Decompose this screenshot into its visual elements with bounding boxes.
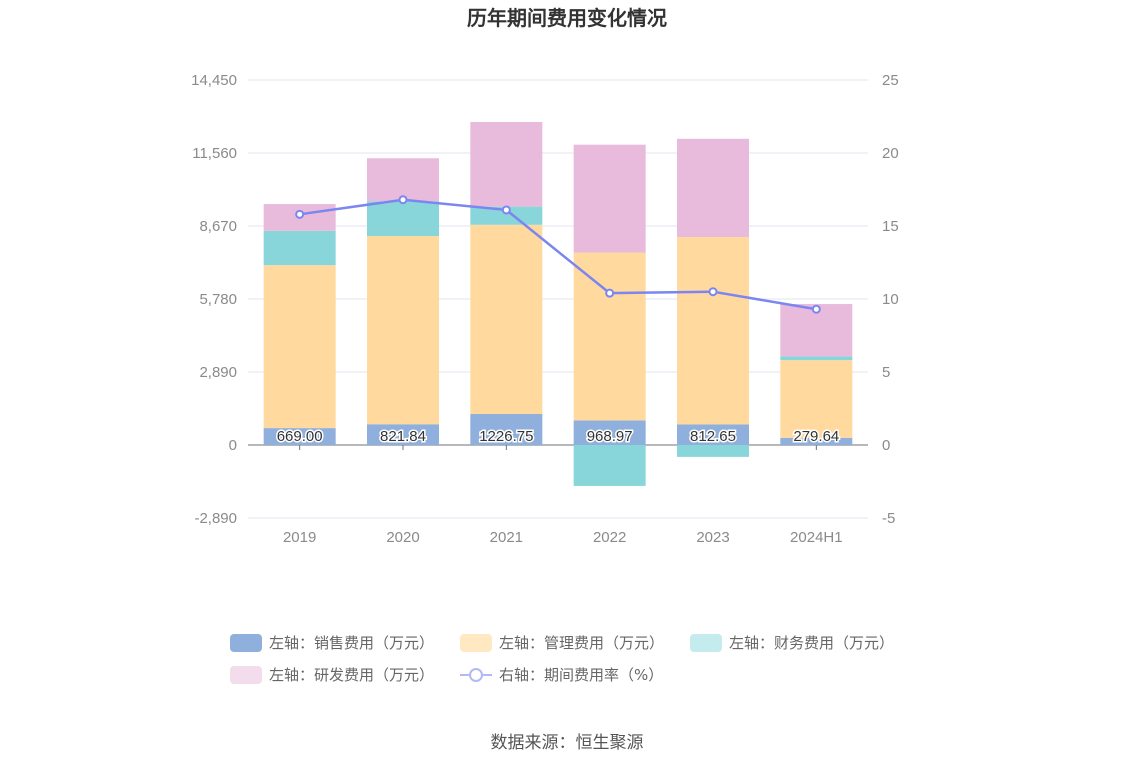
bar-finance <box>367 201 439 237</box>
bar-rd <box>677 138 749 238</box>
bar-sales <box>470 414 543 445</box>
sales-data-label: 669.00 <box>277 428 323 445</box>
labels-layer: 669.00 821.84 1226.75 968.97 812.65 279.64 <box>275 427 841 447</box>
bar-finance <box>780 356 853 361</box>
expense-rate-line <box>299 198 817 311</box>
bar-rd <box>367 158 439 202</box>
sales-data-label: 821.84 <box>380 428 426 445</box>
legend-label: 右轴：期间费用率（%） <box>499 666 663 684</box>
legend-label: 左轴：研发费用（万元） <box>269 666 434 684</box>
legend-swatch <box>230 634 262 652</box>
right-axis-tick-label: -5 <box>882 510 895 527</box>
sales-data-label: 279.64 <box>793 428 839 445</box>
legend-marker <box>469 668 483 682</box>
bar-sales <box>367 424 439 445</box>
left-axis-tick-label: 0 <box>229 437 237 454</box>
bar-admin <box>470 224 543 415</box>
legend-swatch <box>460 634 492 652</box>
expense-rate-point <box>605 288 615 298</box>
bar-admin <box>263 265 336 429</box>
right-axis-tick-label: 5 <box>882 364 890 381</box>
bar-admin <box>367 236 439 425</box>
expense-rate-point <box>295 209 305 219</box>
line-layer <box>295 195 821 314</box>
right-axis-tick-label: 10 <box>882 291 899 308</box>
right-axis-tick-label: 15 <box>882 218 899 235</box>
legend-label: 左轴：财务费用（万元） <box>729 634 894 652</box>
bar-sales <box>677 424 749 445</box>
bar-rd <box>470 122 543 207</box>
bars-layer <box>263 122 853 486</box>
left-axis-tick-label: 2,890 <box>199 364 237 381</box>
legend: 左轴：销售费用（万元） 左轴：管理费用（万元） 左轴：财务费用（万元） 左轴：研发费用… <box>230 634 894 684</box>
bar-admin <box>573 252 646 421</box>
x-axis-tick-label: 2021 <box>490 529 523 546</box>
bar-admin <box>677 237 749 425</box>
x-axis-tick-label: 2019 <box>283 529 316 546</box>
expense-rate-point <box>501 205 511 215</box>
expense-rate-point <box>708 287 718 297</box>
expense-rate-point <box>811 304 821 314</box>
legend-label: 左轴：管理费用（万元） <box>499 634 664 652</box>
legend-label: 左轴：销售费用（万元） <box>269 634 434 652</box>
right-axis-tick-label: 25 <box>882 72 899 89</box>
left-axis-tick-label: 11,560 <box>192 145 237 162</box>
x-axis-tick-label: 2022 <box>593 529 626 546</box>
left-axis-tick-label: -2,890 <box>194 510 237 527</box>
bar-rd <box>573 144 646 253</box>
expense-rate-point <box>398 195 408 205</box>
legend-swatch <box>690 634 722 652</box>
legend-swatch <box>230 666 262 684</box>
right-axis-tick-label: 20 <box>882 145 899 162</box>
left-axis-tick-label: 14,450 <box>191 72 237 89</box>
chart-title: 历年期间费用变化情况 <box>467 6 667 30</box>
grid-layer: -2,890 0 2,890 5,780 8,670 11,560 14,450 -5 0 5 10… <box>191 72 899 546</box>
x-axis-tick-label: 2023 <box>696 529 729 546</box>
sales-data-label: 1226.75 <box>479 428 533 445</box>
left-axis-tick-label: 8,670 <box>199 218 237 235</box>
bar-sales <box>573 420 646 445</box>
right-axis-tick-label: 0 <box>882 437 890 454</box>
bar-finance <box>470 206 543 225</box>
sales-data-label: 968.97 <box>587 428 633 445</box>
left-axis-tick-label: 5,780 <box>199 291 237 308</box>
bar-finance <box>263 230 336 266</box>
x-axis-tick-label: 2024H1 <box>790 529 843 546</box>
bar-sales <box>780 437 853 445</box>
sales-data-label: 812.65 <box>690 428 736 445</box>
x-axis-tick-label: 2020 <box>386 529 419 546</box>
bar-finance <box>677 445 749 457</box>
bar-sales <box>263 428 336 445</box>
source-text: 数据来源：恒生聚源 <box>491 733 644 753</box>
bar-admin <box>780 360 853 438</box>
bar-finance <box>573 445 646 486</box>
